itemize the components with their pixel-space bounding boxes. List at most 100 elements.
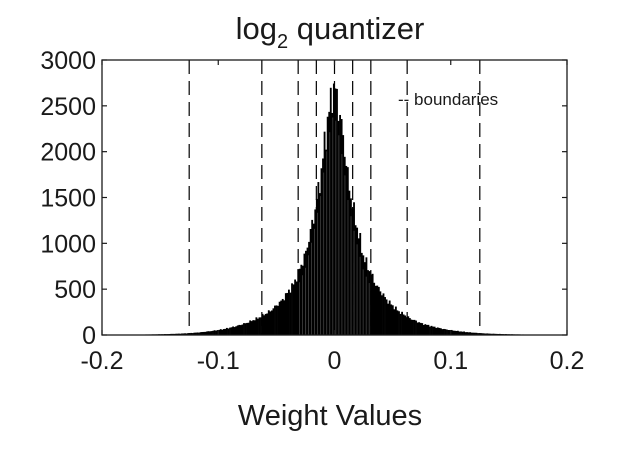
histogram-bar [486,333,489,335]
histogram-bar [288,289,290,335]
histogram-bar [303,253,306,335]
histogram-bar [432,326,434,335]
histogram-bar [269,311,272,335]
histogram-bar [221,329,224,335]
histogram-bar [195,332,197,335]
histogram-bar [469,332,472,335]
histogram-bar [373,282,376,335]
histogram-bar [281,298,284,335]
histogram-bar [177,333,180,335]
histogram-bar [264,313,267,335]
histogram-bar [306,247,309,335]
histogram-bar [238,324,241,335]
histogram-bar [246,322,248,335]
histogram-bar [398,311,400,335]
histogram-bar [377,286,380,335]
histogram-bar [438,327,441,335]
histogram-bar [260,317,262,335]
histogram-bar [278,301,281,335]
histogram-bar [312,223,315,335]
histogram-bar [371,273,374,335]
histogram-bar [289,292,292,335]
histogram-bar [224,328,227,335]
chart-title-base: log [236,11,277,46]
histogram-bar [412,319,414,335]
histogram-bar [475,332,478,335]
histogram-bar [382,293,385,335]
histogram-bar [460,331,462,335]
histogram-bar [357,238,360,335]
histogram-bar [218,329,221,335]
histogram-bar [182,333,185,335]
histogram-bar [415,320,417,335]
histogram-bar [336,88,338,335]
histogram-bar [311,219,314,335]
histogram-bar [261,313,264,335]
histogram-bar [227,328,230,335]
histogram-bar [470,332,473,335]
histogram-bar [466,332,469,335]
histogram-bar [190,332,193,335]
chart-title: log2 quantizer [236,11,425,53]
histogram-bar [320,168,323,335]
histogram-bar [342,135,345,335]
histogram-bar [419,322,422,335]
histogram-bar [334,88,337,335]
histogram-bar [232,326,235,335]
histogram-bar [305,250,307,335]
x-tick-label: -0.1 [197,347,240,375]
histogram-bar [453,330,456,335]
histogram-bars [102,83,568,336]
histogram-bar [274,305,276,335]
histogram-bar [416,322,419,335]
histogram-bar [396,310,399,335]
histogram-bar [187,333,190,335]
histogram-bar [439,328,442,335]
histogram-bar [239,325,242,335]
histogram-bar [328,111,331,335]
histogram-bar [249,320,252,335]
histogram-bar [181,333,183,335]
histogram-bar [263,315,266,335]
y-tick-label: 1500 [40,185,96,213]
histogram-bar [196,332,199,335]
histogram-bar [244,323,247,335]
histogram-bar [314,209,317,335]
x-tick-label: 0.2 [550,347,585,375]
histogram-bar [381,295,383,335]
histogram-bar [404,315,407,335]
histogram-bar [452,330,455,335]
histogram-bar [292,284,295,335]
histogram-bar [213,330,216,335]
histogram-bar [407,316,410,335]
histogram-bar [394,306,397,335]
histogram-bar [360,252,363,335]
x-axis-label: Weight Values [238,400,422,432]
histogram-bar [308,241,310,335]
histogram-bar [270,310,273,335]
histogram-bar [235,326,238,335]
histogram-bar [441,329,444,335]
histogram-bar [467,332,470,335]
histogram-bar [399,313,402,335]
histogram-bar [300,264,303,335]
histogram-bar [233,327,236,335]
histogram-bar [427,324,430,335]
histogram-bar [283,300,286,335]
y-tick-label: 0 [82,322,96,350]
x-tick-label: 0 [328,347,342,375]
histogram-bar [226,327,228,335]
histogram-bar [280,300,283,335]
histogram-bar [456,330,459,335]
histogram-bar [492,333,495,335]
x-tick-label: 0.1 [433,347,468,375]
histogram-bar [332,83,335,335]
histogram-bar [272,308,275,335]
histogram-bar [480,333,483,335]
boundary-lines [188,60,481,335]
y-tick-label: 2500 [40,93,96,121]
histogram-bar [435,327,438,335]
histogram-bar [219,329,222,335]
histogram-bar [315,198,318,335]
histogram-bar [185,333,188,335]
